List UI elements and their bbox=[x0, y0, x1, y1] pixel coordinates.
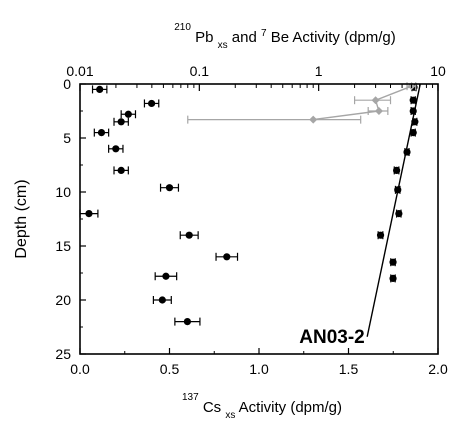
top-axis-title-main2: Be Activity (dpm/g) bbox=[271, 29, 396, 46]
cs137-point bbox=[223, 253, 231, 261]
bottom-axis-title-rest: Activity (dpm/g) bbox=[239, 399, 342, 416]
top-axis-tick-label: 0.1 bbox=[190, 63, 210, 79]
cs137-point bbox=[117, 166, 125, 174]
be7-profile-line bbox=[313, 85, 412, 121]
top-axis-title: 210 Pb xs and 7 Be Activity (dpm/g) bbox=[174, 17, 396, 52]
cs137-point bbox=[148, 99, 156, 108]
cs137-point bbox=[96, 85, 104, 93]
cs137-point bbox=[117, 118, 125, 126]
top-axis-title-sup1: 210 bbox=[174, 22, 191, 33]
pb210-point bbox=[376, 231, 385, 239]
pb210-point bbox=[403, 148, 411, 156]
be7-point bbox=[309, 115, 318, 124]
y-axis-tick-label: 25 bbox=[55, 346, 71, 362]
pb210-point bbox=[395, 210, 403, 218]
top-axis-tick-label: 1 bbox=[315, 63, 323, 79]
y-axis-tick-label: 0 bbox=[63, 76, 71, 92]
cs137-point bbox=[183, 318, 191, 326]
bottom-axis-tick-label: 1.0 bbox=[249, 361, 269, 377]
y-axis-tick-label: 10 bbox=[55, 184, 71, 200]
pb210-point bbox=[393, 166, 401, 174]
cs137-point bbox=[185, 231, 193, 239]
bottom-axis-title-main: Cs bbox=[203, 399, 221, 416]
cs137-point bbox=[97, 129, 106, 137]
cs137-point bbox=[85, 210, 93, 218]
pb210-point bbox=[409, 96, 417, 104]
bottom-axis-tick-label: 0.0 bbox=[70, 361, 90, 377]
pb210-point bbox=[389, 274, 397, 282]
pb210-point bbox=[409, 129, 417, 137]
bottom-axis-tick-label: 1.5 bbox=[339, 361, 359, 377]
be7-point bbox=[374, 107, 383, 115]
top-axis-tick-label: 0.01 bbox=[66, 63, 93, 79]
top-axis-title-mid: and bbox=[232, 29, 261, 46]
pb210-point bbox=[411, 118, 419, 126]
cs137-point bbox=[165, 184, 174, 192]
bottom-axis-title-sub: xs bbox=[225, 410, 235, 421]
y-axis-tick-label: 20 bbox=[55, 292, 71, 308]
be7-point bbox=[371, 96, 380, 105]
y-axis-tick-label: 15 bbox=[55, 238, 71, 254]
bottom-axis-title: 137 Cs xs Activity (dpm/g) bbox=[182, 387, 342, 422]
y-axis-tick-label: 5 bbox=[63, 130, 71, 146]
top-axis-title-sub1: xs bbox=[218, 40, 228, 51]
bottom-axis-title-sup: 137 bbox=[182, 392, 199, 403]
cs137-point bbox=[158, 296, 166, 304]
pb210-point bbox=[394, 186, 402, 194]
cs137-point bbox=[124, 110, 132, 118]
top-axis-title-main1: Pb bbox=[195, 29, 213, 46]
top-axis-tick-label: 10 bbox=[430, 63, 446, 79]
top-axis-title-sup2: 7 bbox=[261, 28, 267, 39]
cs137-point bbox=[112, 145, 120, 153]
plot-frame bbox=[79, 83, 439, 355]
pb210-point bbox=[389, 258, 397, 266]
y-axis-title: Depth (cm) bbox=[13, 179, 30, 258]
bottom-axis-tick-label: 0.5 bbox=[160, 361, 180, 377]
regression-fit-line bbox=[366, 84, 421, 337]
site-annotation: AN03-2 bbox=[299, 327, 364, 348]
pb210-point bbox=[409, 107, 417, 115]
cs137-point bbox=[162, 272, 170, 280]
bottom-axis-tick-label: 2.0 bbox=[428, 361, 448, 377]
